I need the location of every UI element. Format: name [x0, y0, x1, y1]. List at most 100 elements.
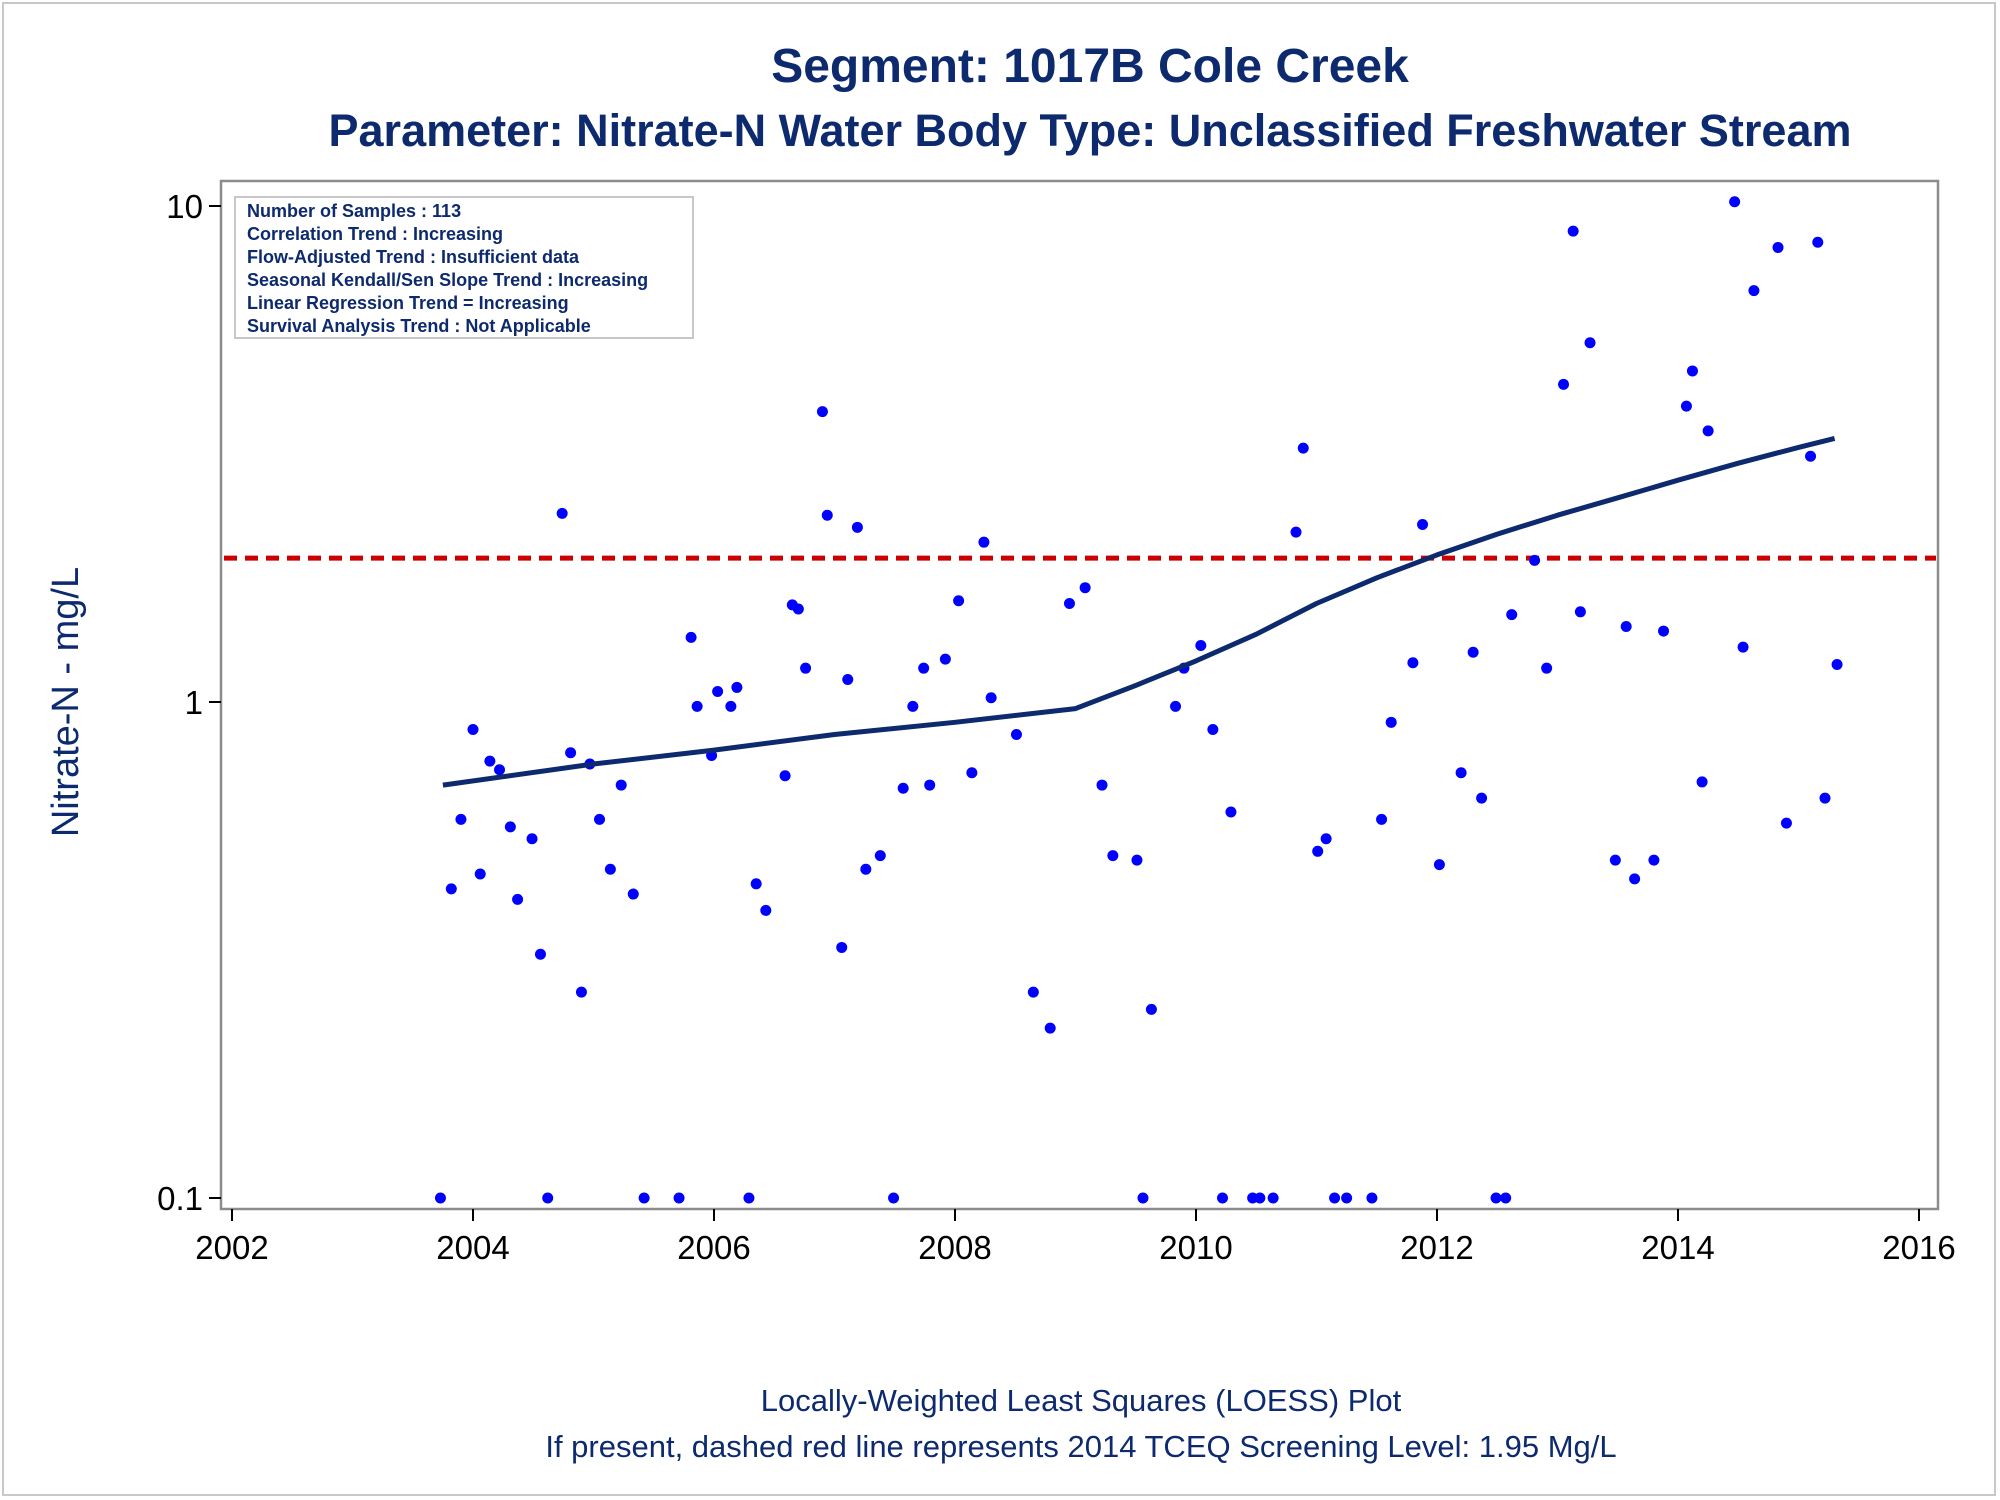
data-point: [1506, 609, 1518, 621]
data-point: [816, 406, 828, 418]
data-point: [565, 747, 577, 759]
data-point: [750, 878, 762, 890]
data-point: [1217, 1192, 1229, 1204]
data-point: [1366, 1192, 1378, 1204]
data-point: [542, 1192, 554, 1204]
data-point: [842, 674, 854, 686]
data-point: [1737, 641, 1749, 653]
footnote-loess: Locally-Weighted Least Squares (LOESS) P…: [761, 1383, 1402, 1418]
stats-line: Number of Samples : 113: [247, 201, 461, 221]
data-point: [474, 868, 486, 880]
data-point: [1574, 606, 1586, 618]
data-point: [1385, 716, 1397, 728]
data-point: [1254, 1192, 1266, 1204]
data-point: [897, 782, 909, 794]
data-point: [673, 1192, 685, 1204]
data-point: [725, 700, 737, 712]
data-point: [792, 603, 804, 615]
data-point: [1658, 625, 1670, 637]
chart-title: Segment: 1017B Cole Creek: [771, 40, 1409, 93]
data-point: [821, 509, 833, 521]
x-tick-label: 2006: [677, 1229, 750, 1266]
data-point: [1079, 582, 1091, 594]
data-point: [1812, 236, 1824, 248]
stats-line: Survival Analysis Trend : Not Applicable: [247, 316, 591, 336]
data-point: [1567, 225, 1579, 237]
data-point: [504, 821, 516, 833]
data-point: [888, 1192, 900, 1204]
data-point: [484, 755, 496, 767]
data-point: [1696, 776, 1708, 788]
data-point: [1297, 442, 1309, 454]
data-point: [1455, 767, 1467, 779]
data-point: [1541, 662, 1553, 674]
plot-area: [219, 179, 1940, 1211]
data-point: [594, 813, 606, 825]
data-point: [1819, 792, 1831, 804]
stats-line: Flow-Adjusted Trend : Insufficient data: [247, 247, 580, 267]
y-tick-label: 10: [166, 188, 203, 225]
y-tick-label: 1: [185, 684, 203, 721]
data-point: [685, 631, 697, 643]
trend-stats-box: Number of Samples : 113 Correlation Tren…: [234, 196, 694, 339]
data-point: [1729, 196, 1741, 208]
data-point: [1207, 724, 1219, 736]
data-point: [800, 662, 812, 674]
data-point: [556, 507, 568, 519]
data-point: [907, 700, 919, 712]
footnote-screening: If present, dashed red line represents 2…: [545, 1429, 1616, 1464]
data-point: [1686, 365, 1698, 377]
data-point: [526, 833, 538, 845]
data-point: [966, 767, 978, 779]
data-point: [638, 1192, 650, 1204]
data-point: [1145, 1003, 1157, 1015]
data-point: [978, 536, 990, 548]
data-point: [1500, 1192, 1512, 1204]
data-point: [1407, 657, 1419, 669]
data-point: [691, 700, 703, 712]
data-point: [1044, 1022, 1056, 1034]
loess-line: [442, 435, 1836, 788]
data-point: [874, 850, 886, 862]
data-point: [455, 813, 467, 825]
data-point: [1490, 1192, 1502, 1204]
data-point: [445, 883, 457, 895]
data-point: [1170, 700, 1182, 712]
data-point: [1376, 813, 1388, 825]
y-axis-label: Nitrate-N - mg/L: [45, 567, 87, 837]
data-point: [1107, 850, 1119, 862]
stats-line: Correlation Trend : Increasing: [247, 224, 503, 244]
data-point: [615, 779, 627, 791]
data-point: [939, 653, 951, 665]
data-point: [1027, 986, 1039, 998]
data-point: [1629, 873, 1641, 885]
data-point: [918, 662, 930, 674]
data-point: [1680, 400, 1692, 412]
x-tick-label: 2002: [195, 1229, 268, 1266]
data-point: [575, 986, 587, 998]
data-point: [1529, 554, 1541, 566]
data-point: [1558, 378, 1570, 390]
data-point: [1476, 792, 1488, 804]
data-point: [1225, 806, 1237, 818]
data-point: [1329, 1192, 1341, 1204]
x-tick-label: 2010: [1159, 1229, 1232, 1266]
data-point: [534, 948, 546, 960]
x-tick-label: 2004: [436, 1229, 509, 1266]
data-point: [467, 724, 479, 736]
x-tick-label: 2008: [918, 1229, 991, 1266]
loess-curve: [442, 435, 1836, 788]
data-point: [712, 685, 724, 697]
data-point: [1609, 854, 1621, 866]
data-point: [1320, 833, 1332, 845]
data-point: [953, 595, 965, 607]
data-point: [1584, 337, 1596, 349]
data-point: [836, 941, 848, 953]
data-point: [1341, 1192, 1353, 1204]
x-tick-label: 2012: [1400, 1229, 1473, 1266]
x-tick-label: 2014: [1641, 1229, 1714, 1266]
data-point: [1831, 659, 1843, 671]
data-point: [1290, 526, 1302, 538]
